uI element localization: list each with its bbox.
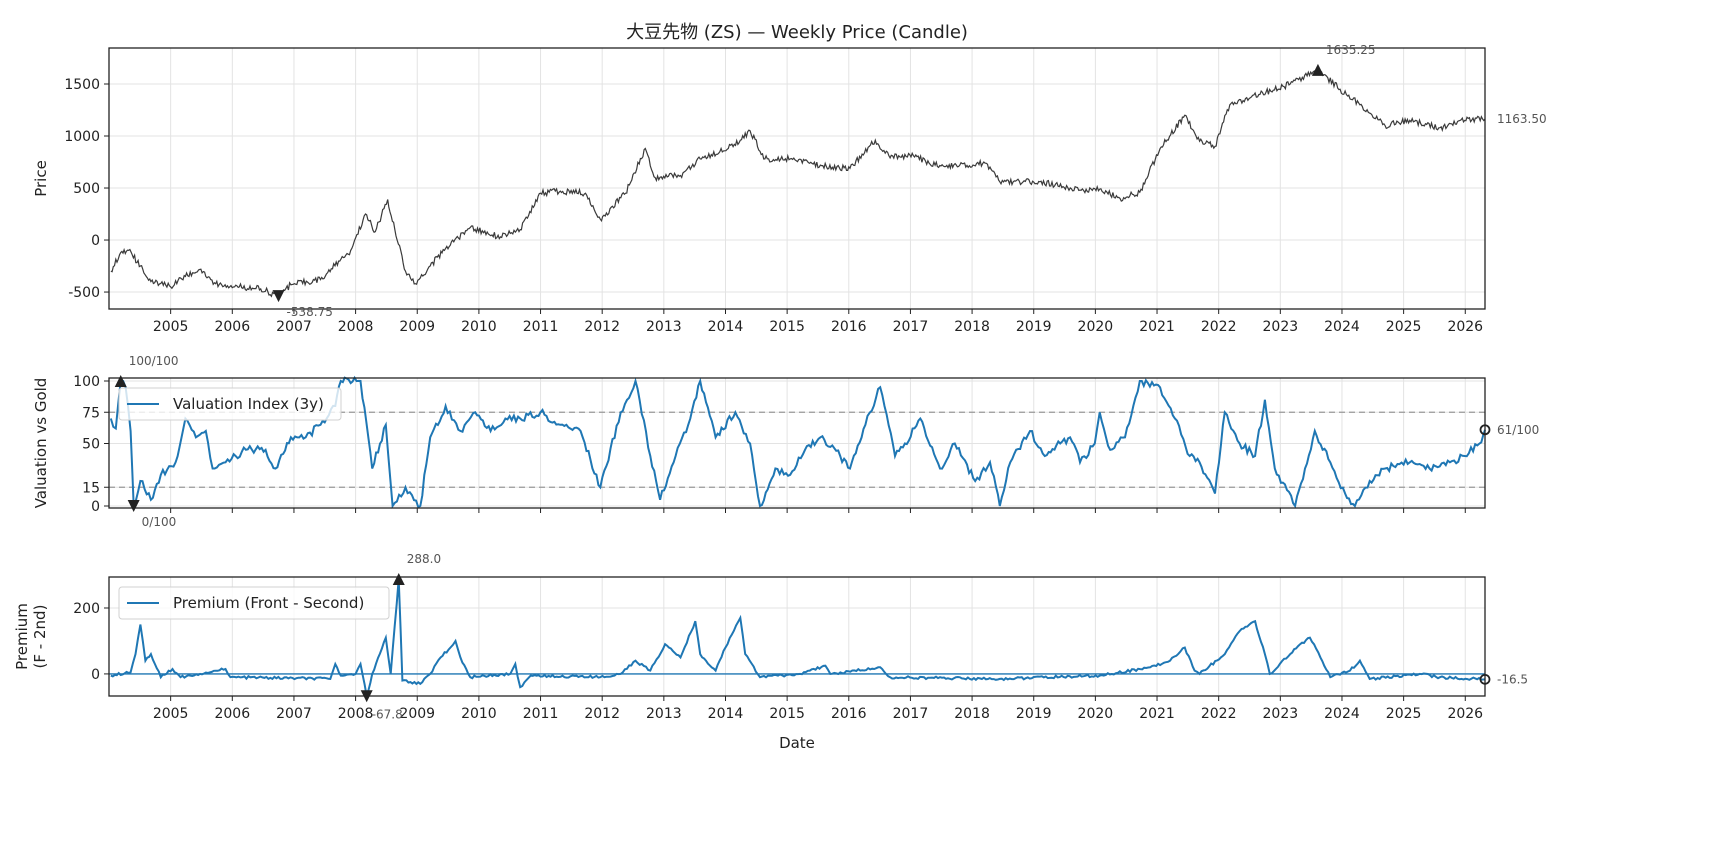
x-tick-label: 2018 [954, 706, 990, 722]
y-tick-label: -500 [68, 285, 100, 301]
x-tick-label: 2017 [893, 706, 929, 722]
plot-frame [108, 47, 1486, 310]
y-axis-label: Price [32, 160, 50, 197]
valuation-panel: 0 15 50 75 100 Valuation vs Gold 100/100 0/100 6… [32, 354, 1539, 529]
x-tick-label: 2021 [1139, 319, 1175, 335]
y-tick-label: 50 [82, 437, 100, 453]
x-tick-label: 2020 [1078, 706, 1114, 722]
x-tick-label: 2006 [214, 706, 250, 722]
y-tick-label: 1000 [64, 129, 100, 145]
x-tick-label: 2013 [646, 706, 682, 722]
min-marker [360, 690, 373, 703]
min-marker [127, 500, 140, 512]
x-axis-label: Date [779, 734, 815, 752]
y-axis-label: Premium [13, 603, 31, 670]
y-tick-label: 0 [91, 233, 100, 249]
y-tick-label: 0 [91, 499, 100, 515]
x-tick-label: 2015 [769, 706, 805, 722]
plot-frame [108, 576, 1486, 697]
x-tick-label: 2014 [708, 706, 744, 722]
price-series-line [110, 67, 1486, 298]
min-annotation: -67.8 [372, 707, 403, 721]
x-tick-label: 2026 [1447, 319, 1483, 335]
y-tick-label: 15 [82, 480, 100, 496]
legend-box [118, 387, 342, 421]
x-tick-label: 2016 [831, 319, 867, 335]
plot-frame [108, 377, 1486, 509]
legend: Premium (Front - Second) [118, 586, 390, 620]
y-tick-label: 500 [73, 181, 100, 197]
chart-title: 大豆先物 (ZS) — Weekly Price (Candle) [626, 22, 968, 43]
max-marker [114, 375, 127, 387]
x-tick-label: 2011 [523, 706, 559, 722]
last-value-annotation: 1163.50 [1497, 112, 1547, 126]
premium-panel: 2005 2006 2007 2008 2009 2010 2011 2012 2013 2014… [13, 552, 1528, 752]
max-annotation: 100/100 [129, 354, 179, 368]
x-tick-label: 2024 [1324, 706, 1360, 722]
y-tick-label: 0 [91, 667, 100, 683]
x-tick-label: 2008 [338, 706, 374, 722]
last-value-annotation: -16.5 [1497, 672, 1528, 686]
y-axis-label: (F - 2nd) [31, 605, 49, 669]
x-tick-label: 2013 [646, 319, 682, 335]
x-tick-label: 2006 [214, 319, 250, 335]
x-tick-label: 2021 [1139, 706, 1175, 722]
x-tick-label: 2010 [461, 706, 497, 722]
y-tick-label: 1500 [64, 77, 100, 93]
legend-label: Valuation Index (3y) [173, 395, 324, 413]
min-annotation: 0/100 [142, 515, 177, 529]
x-tick-label: 2024 [1324, 319, 1360, 335]
max-marker [1311, 63, 1324, 76]
last-value-marker [1479, 424, 1491, 436]
max-marker [392, 572, 405, 585]
series-line [109, 375, 1486, 509]
x-tick-label: 2023 [1263, 319, 1299, 335]
x-tick-label: 2017 [893, 319, 929, 335]
y-tick-label: 75 [82, 405, 100, 421]
x-tick-label: 2014 [708, 319, 744, 335]
x-tick-label: 2012 [584, 706, 620, 722]
series-line [110, 578, 1486, 697]
min-marker [272, 290, 285, 303]
legend-box [118, 586, 390, 620]
max-annotation: 1635.25 [1326, 43, 1376, 57]
legend: Valuation Index (3y) [118, 387, 342, 421]
x-tick-label: 2016 [831, 706, 867, 722]
x-tick-label: 2022 [1201, 706, 1237, 722]
x-tick-label: 2011 [523, 319, 559, 335]
x-tick-label: 2025 [1386, 706, 1422, 722]
x-tick-label: 2019 [1016, 706, 1052, 722]
price-panel: 2005 2006 2007 2008 2009 2010 2011 2012 2013 2014… [32, 43, 1547, 335]
x-tick-label: 2015 [769, 319, 805, 335]
x-tick-label: 2009 [399, 319, 435, 335]
x-tick-label: 2005 [153, 706, 189, 722]
x-tick-label: 2022 [1201, 319, 1237, 335]
min-annotation: -538.75 [287, 305, 333, 319]
x-tick-label: 2005 [153, 319, 189, 335]
x-tick-label: 2020 [1078, 319, 1114, 335]
y-tick-label: 100 [73, 374, 100, 390]
x-tick-label: 2012 [584, 319, 620, 335]
y-tick-label: 200 [73, 601, 100, 617]
x-tick-label: 2010 [461, 319, 497, 335]
legend-label: Premium (Front - Second) [173, 594, 364, 612]
x-tick-label: 2018 [954, 319, 990, 335]
x-tick-label: 2026 [1447, 706, 1483, 722]
y-axis-label: Valuation vs Gold [32, 378, 50, 509]
x-tick-label: 2025 [1386, 319, 1422, 335]
last-value-annotation: 61/100 [1497, 423, 1539, 437]
last-value-marker [1479, 673, 1491, 685]
x-tick-label: 2007 [276, 319, 312, 335]
max-annotation: 288.0 [407, 552, 441, 566]
x-tick-label: 2019 [1016, 319, 1052, 335]
x-tick-label: 2008 [338, 319, 374, 335]
x-tick-label: 2009 [399, 706, 435, 722]
x-tick-label: 2007 [276, 706, 312, 722]
x-tick-label: 2023 [1263, 706, 1299, 722]
